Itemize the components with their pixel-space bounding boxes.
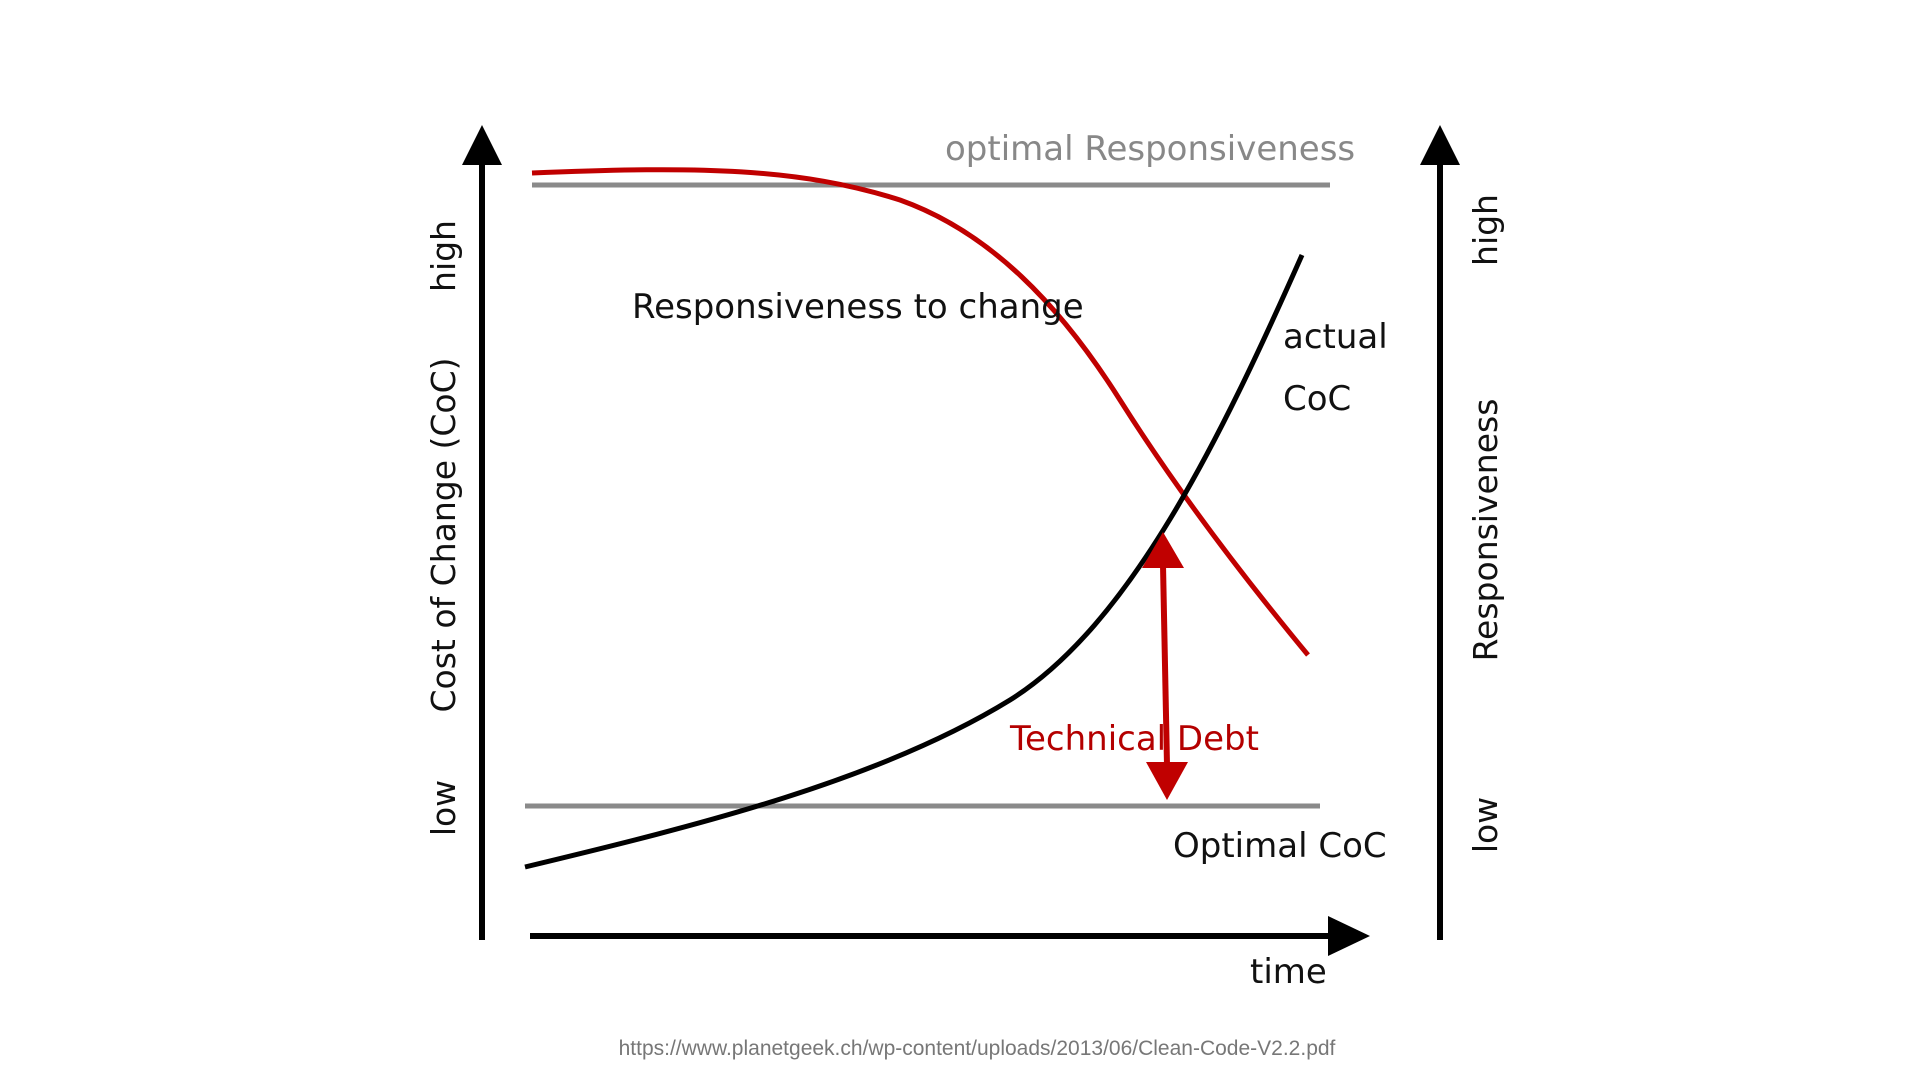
- right-axis-title: Responsiveness: [1466, 399, 1505, 662]
- technical-debt-arrowhead-down: [1146, 762, 1188, 800]
- responsiveness-to-change-label: Responsiveness to change: [632, 287, 1084, 327]
- actual-coc-label-line1: actual: [1283, 317, 1388, 357]
- optimal-coc-label: Optimal CoC: [1173, 826, 1387, 866]
- source-url: https://www.planetgeek.ch/wp-content/upl…: [619, 1037, 1336, 1060]
- responsiveness-curve: [531, 167, 1310, 657]
- left-axis-high-label: high: [424, 220, 463, 292]
- actual-coc-label-line2: CoC: [1283, 379, 1351, 419]
- right-axis-high-label: high: [1466, 194, 1505, 266]
- technical-debt-arrowhead-up: [1142, 532, 1184, 568]
- left-axis-arrowhead: [462, 125, 502, 165]
- time-axis-arrowhead: [1328, 916, 1370, 956]
- time-axis: time: [530, 916, 1370, 992]
- left-axis: high Cost of Change (CoC) low: [424, 125, 502, 940]
- right-axis-arrowhead: [1420, 125, 1460, 165]
- technical-debt-arrow: [1142, 532, 1188, 800]
- technical-debt-arrow-shaft: [1160, 564, 1170, 766]
- technical-debt-label: Technical Debt: [1009, 719, 1259, 759]
- right-axis: high Responsiveness low: [1420, 125, 1505, 940]
- left-axis-title: Cost of Change (CoC): [424, 357, 463, 712]
- actual-coc-curve: [524, 253, 1305, 870]
- left-axis-low-label: low: [424, 780, 463, 836]
- time-axis-title: time: [1250, 952, 1327, 992]
- right-axis-low-label: low: [1466, 797, 1505, 853]
- optimal-responsiveness-label: optimal Responsiveness: [945, 129, 1355, 169]
